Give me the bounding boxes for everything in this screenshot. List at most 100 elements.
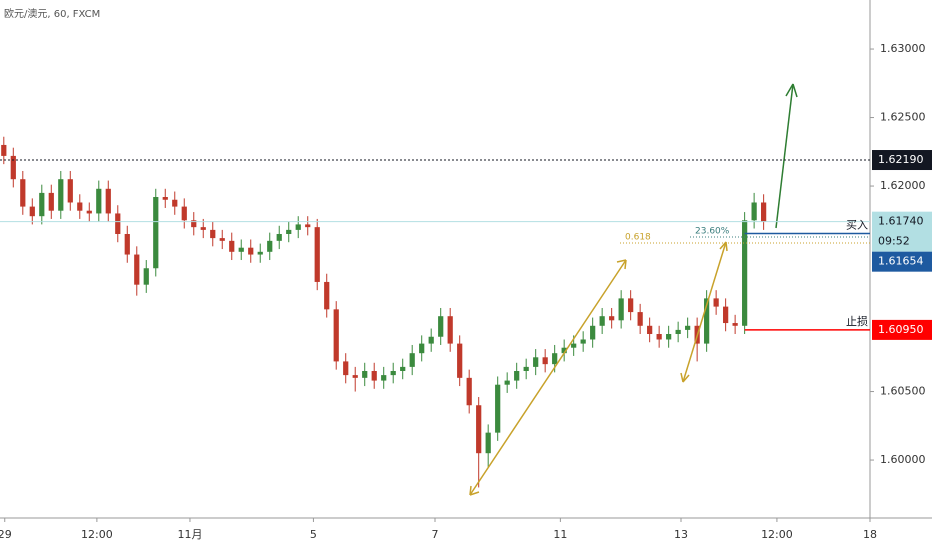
- candle-body: [181, 206, 187, 221]
- candle-body: [580, 339, 586, 344]
- price-label: 1.60950: [878, 323, 924, 336]
- candle-body: [305, 224, 311, 228]
- candle-body: [276, 233, 282, 241]
- price-label: 1.61654: [878, 255, 924, 268]
- candle-body: [409, 353, 415, 367]
- candle-body: [599, 316, 605, 326]
- candle-body: [438, 316, 444, 337]
- x-tick-label: 13: [674, 528, 688, 541]
- candle-body: [637, 312, 643, 326]
- x-tick-label: 5: [310, 528, 317, 541]
- candle-body: [751, 202, 757, 221]
- candle-body: [666, 334, 672, 340]
- arrow-head: [469, 259, 627, 496]
- y-tick-label: 1.60000: [880, 453, 926, 466]
- arrow-head: [680, 241, 728, 383]
- x-tick-label: 11: [553, 528, 567, 541]
- candle-body: [200, 227, 206, 230]
- price-tag: 止损: [846, 314, 868, 328]
- candle-body: [48, 192, 54, 211]
- price-label: 1.62190: [878, 153, 924, 166]
- candle-body: [523, 366, 529, 371]
- trend-arrow: [682, 241, 727, 383]
- candle-body: [134, 254, 140, 285]
- candle-body: [77, 202, 83, 211]
- candle-body: [485, 432, 491, 454]
- candle-body: [86, 210, 92, 214]
- y-tick-label: 1.60500: [880, 385, 926, 398]
- candle-body: [105, 188, 111, 214]
- candle-body: [124, 233, 130, 255]
- candle-body: [238, 247, 244, 252]
- candle-body: [495, 384, 501, 433]
- x-tick-label: 29: [0, 528, 12, 541]
- candle-body: [162, 197, 168, 200]
- price-label-box: [872, 211, 932, 252]
- arrow-head: [785, 83, 798, 98]
- candle-body: [590, 325, 596, 340]
- candle-body: [229, 240, 235, 252]
- candle-body: [115, 213, 121, 234]
- candle-body: [191, 220, 197, 228]
- candle-body: [685, 325, 691, 330]
- candle-body: [704, 298, 710, 344]
- candle-body: [561, 347, 567, 354]
- candle-body: [39, 192, 45, 217]
- candle-body: [352, 375, 358, 378]
- plot: [1, 136, 767, 488]
- price-label-box: [872, 150, 932, 171]
- candle-body: [400, 366, 406, 371]
- candle-body: [675, 329, 681, 335]
- candle-body: [314, 227, 320, 282]
- candle-body: [295, 224, 301, 230]
- x-tick-label: 18: [863, 528, 877, 541]
- candle-body: [571, 343, 577, 348]
- candle-body: [609, 316, 615, 321]
- x-tick-label: 12:00: [761, 528, 793, 541]
- candle-body: [371, 370, 377, 381]
- candle-body: [219, 238, 225, 241]
- price-tag: 买入: [846, 218, 868, 231]
- candle-body: [343, 361, 349, 376]
- candle-body: [742, 220, 748, 326]
- candle-body: [96, 188, 102, 214]
- candle-body: [324, 281, 330, 310]
- candle-body: [761, 202, 767, 222]
- trend-arrow: [469, 259, 627, 496]
- candle-body: [542, 357, 548, 365]
- x-tick-label: 11月: [177, 528, 202, 541]
- y-tick-label: 1.62000: [880, 179, 926, 192]
- candle-body: [713, 298, 719, 307]
- candle-body: [476, 405, 482, 454]
- candle-body: [628, 298, 634, 313]
- candle-body: [362, 370, 368, 378]
- candle-body: [257, 251, 263, 255]
- candle-body: [466, 377, 472, 406]
- candle-body: [514, 370, 520, 381]
- candle-body: [647, 325, 653, 335]
- y-tick-label: 1.63000: [880, 42, 926, 55]
- candle-body: [143, 268, 149, 285]
- candle-body: [656, 334, 662, 340]
- y-tick-label: 1.62500: [880, 111, 926, 124]
- fib-label: 23.60%: [695, 227, 730, 237]
- candle-body: [10, 155, 16, 180]
- candle-body: [20, 179, 26, 207]
- candle-body: [618, 298, 624, 321]
- candle-body: [390, 370, 396, 376]
- candle-body: [428, 336, 434, 344]
- candle-body: [1, 144, 7, 156]
- candle-body: [381, 375, 387, 381]
- candle-body: [457, 343, 463, 378]
- x-tick-label: 7: [432, 528, 439, 541]
- candle-body: [67, 179, 73, 203]
- target-arrow: [775, 83, 794, 229]
- countdown: 09:52: [878, 235, 910, 248]
- candle-body: [732, 323, 738, 326]
- price-label-box: [872, 251, 932, 272]
- candle-body: [533, 357, 539, 367]
- candle-body: [552, 353, 558, 365]
- candle-body: [153, 197, 159, 269]
